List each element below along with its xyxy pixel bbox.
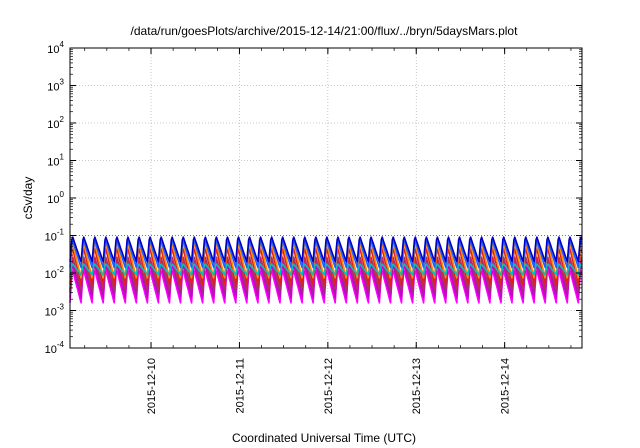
x-tick-label: 2015-12-11 bbox=[234, 358, 246, 413]
y-tick-label: 104 bbox=[47, 40, 64, 56]
chart-title: /data/run/goesPlots/archive/2015-12-14/2… bbox=[131, 24, 519, 38]
series-line-6 bbox=[69, 263, 583, 276]
x-axis-label: Coordinated Universal Time (UTC) bbox=[232, 431, 416, 445]
series-group bbox=[69, 236, 583, 304]
y-tick-label: 102 bbox=[47, 115, 64, 131]
y-tick-label: 103 bbox=[47, 78, 64, 94]
x-tick-label: 2015-12-12 bbox=[323, 358, 335, 414]
x-tick-label: 2015-12-13 bbox=[411, 358, 423, 414]
series-line-8 bbox=[69, 236, 583, 263]
y-tick-label: 10-1 bbox=[45, 228, 65, 244]
y-tick-label: 10-2 bbox=[45, 265, 65, 281]
y-axis-label: cSv/day bbox=[21, 177, 35, 220]
y-axis: 10-4 10-3 10-2 10-1 100 101 102 103 104 bbox=[45, 40, 582, 356]
x-axis: 2015-12-10 2015-12-11 2015-12-12 2015-12-13… bbox=[84, 48, 572, 414]
y-tick-label: 100 bbox=[47, 190, 64, 206]
x-tick-label: 2015-12-14 bbox=[500, 358, 512, 414]
y-tick-label: 10-4 bbox=[45, 340, 65, 356]
x-tick-label: 2015-12-10 bbox=[146, 358, 158, 414]
y-tick-label: 101 bbox=[47, 153, 64, 169]
y-tick-label: 10-3 bbox=[45, 303, 65, 319]
